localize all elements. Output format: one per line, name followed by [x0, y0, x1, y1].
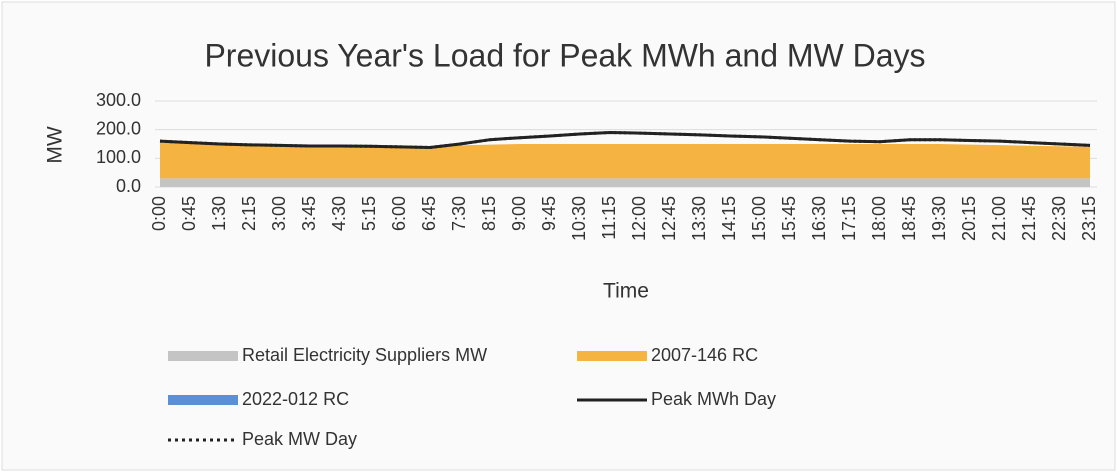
- x-tick-label: 15:00: [749, 196, 769, 241]
- y-tick-label: 0.0: [116, 176, 141, 196]
- area: [160, 178, 1090, 187]
- x-tick-label: 7:30: [449, 196, 469, 231]
- x-tick-label: 9:00: [509, 196, 529, 231]
- x-tick-label: 3:00: [269, 196, 289, 231]
- x-tick-label: 0:45: [179, 196, 199, 231]
- legend-label: 2007-146 RC: [651, 345, 758, 365]
- x-tick-label: 14:15: [719, 196, 739, 241]
- x-tick-label: 1:30: [209, 196, 229, 231]
- legend-swatch: [168, 395, 238, 405]
- x-tick-label: 12:00: [629, 196, 649, 241]
- x-tick-label: 3:45: [299, 196, 319, 231]
- x-tick-label: 21:45: [1019, 196, 1039, 241]
- x-tick-label: 17:15: [839, 196, 859, 241]
- chart-title: Previous Year's Load for Peak MWh and MW…: [204, 37, 925, 73]
- y-tick-label: 200.0: [96, 118, 141, 138]
- x-tick-label: 6:45: [419, 196, 439, 231]
- legend-label: Peak MW Day: [242, 429, 357, 449]
- x-tick-label: 18:00: [869, 196, 889, 241]
- y-axis-label: MW: [44, 126, 67, 163]
- x-tick-label: 2:15: [239, 196, 259, 231]
- legend-swatch: [577, 351, 647, 361]
- x-tick-label: 4:30: [329, 196, 349, 231]
- x-tick-label: 0:00: [149, 196, 169, 231]
- x-tick-label: 13:30: [689, 196, 709, 241]
- x-tick-label: 20:15: [959, 196, 979, 241]
- x-tick-label: 18:45: [899, 196, 919, 241]
- x-tick-label: 23:15: [1079, 196, 1099, 241]
- x-axis-label: Time: [603, 280, 649, 303]
- y-tick-label: 300.0: [96, 90, 141, 110]
- x-tick-label: 15:45: [779, 196, 799, 241]
- x-tick-label: 16:30: [809, 196, 829, 241]
- y-tick-label: 100.0: [96, 147, 141, 167]
- x-tick-label: 22:30: [1049, 196, 1069, 241]
- x-tick-label: 12:45: [659, 196, 679, 241]
- x-tick-label: 11:15: [599, 196, 619, 240]
- x-tick-label: 21:00: [989, 196, 1009, 241]
- legend-swatch: [168, 351, 238, 361]
- legend-label: 2022-012 RC: [242, 389, 349, 409]
- x-tick-label: 5:15: [359, 196, 379, 231]
- area: [160, 142, 1090, 179]
- legend-label: Peak MWh Day: [651, 389, 776, 409]
- x-tick-label: 10:30: [569, 196, 589, 241]
- legend-label: Retail Electricity Suppliers MW: [242, 345, 487, 365]
- x-tick-label: 9:45: [539, 196, 559, 231]
- x-tick-label: 8:15: [479, 196, 499, 231]
- x-tick-label: 19:30: [929, 196, 949, 241]
- line: [159, 131, 1091, 149]
- x-tick-label: 6:00: [389, 196, 409, 231]
